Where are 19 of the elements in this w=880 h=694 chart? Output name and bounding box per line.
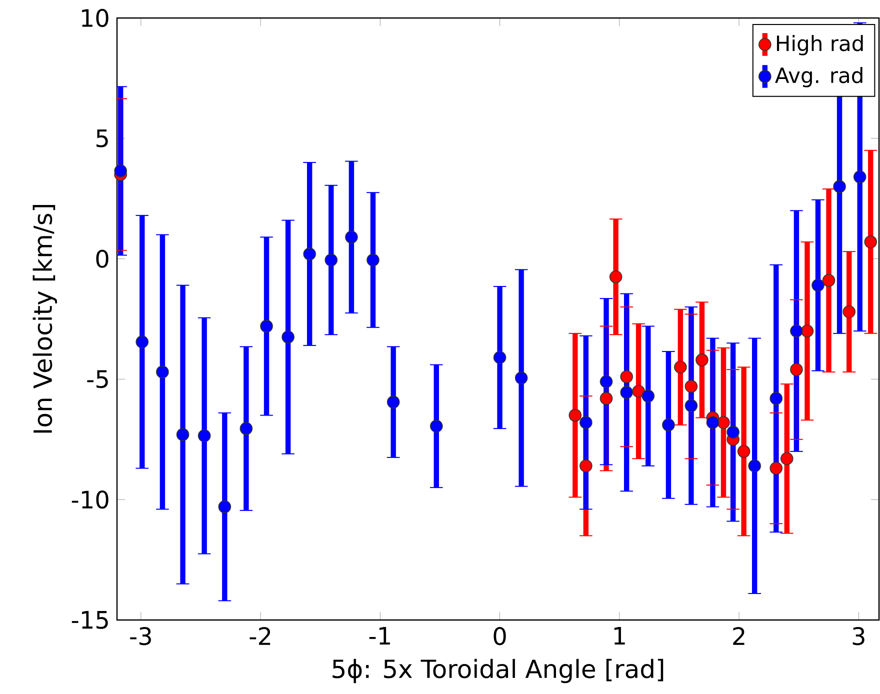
y-tick-label: -15 <box>72 611 108 629</box>
x-tick-label: 3 <box>852 627 864 646</box>
legend-label: High rad <box>776 35 863 56</box>
x-tick-label: 0 <box>494 627 506 646</box>
y-tick-label: 0 <box>96 250 108 268</box>
x-tick-label: -1 <box>369 627 390 645</box>
x-tick-label: -2 <box>250 627 270 645</box>
legend-label: Avg. rad <box>775 66 862 88</box>
x-tick-label: 1 <box>614 627 625 645</box>
y-axis-title: Ion Velocity [km/s] <box>32 205 58 433</box>
x-tick-label: -3 <box>130 627 151 646</box>
y-tick-label: 10 <box>82 8 108 28</box>
x-tick-label: 2 <box>733 627 744 645</box>
point <box>114 164 127 178</box>
y-tick-label: -10 <box>72 490 108 509</box>
y-tick-label: 5 <box>96 129 108 148</box>
point <box>430 420 443 433</box>
x-axis-title: 5ϕ: 5x Toroidal Angle [rad] <box>332 658 664 684</box>
y-tick-label: -5 <box>87 370 108 388</box>
